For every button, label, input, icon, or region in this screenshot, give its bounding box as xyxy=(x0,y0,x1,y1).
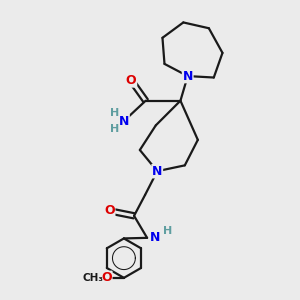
Text: H: H xyxy=(163,226,172,236)
Text: H: H xyxy=(110,124,119,134)
Text: N: N xyxy=(119,115,129,128)
Text: O: O xyxy=(101,272,112,284)
Text: O: O xyxy=(104,204,115,218)
Text: O: O xyxy=(126,74,136,87)
Text: N: N xyxy=(150,231,160,244)
Text: H: H xyxy=(110,108,119,118)
Text: N: N xyxy=(152,165,162,178)
Text: N: N xyxy=(182,70,193,83)
Text: CH₃: CH₃ xyxy=(82,273,103,284)
